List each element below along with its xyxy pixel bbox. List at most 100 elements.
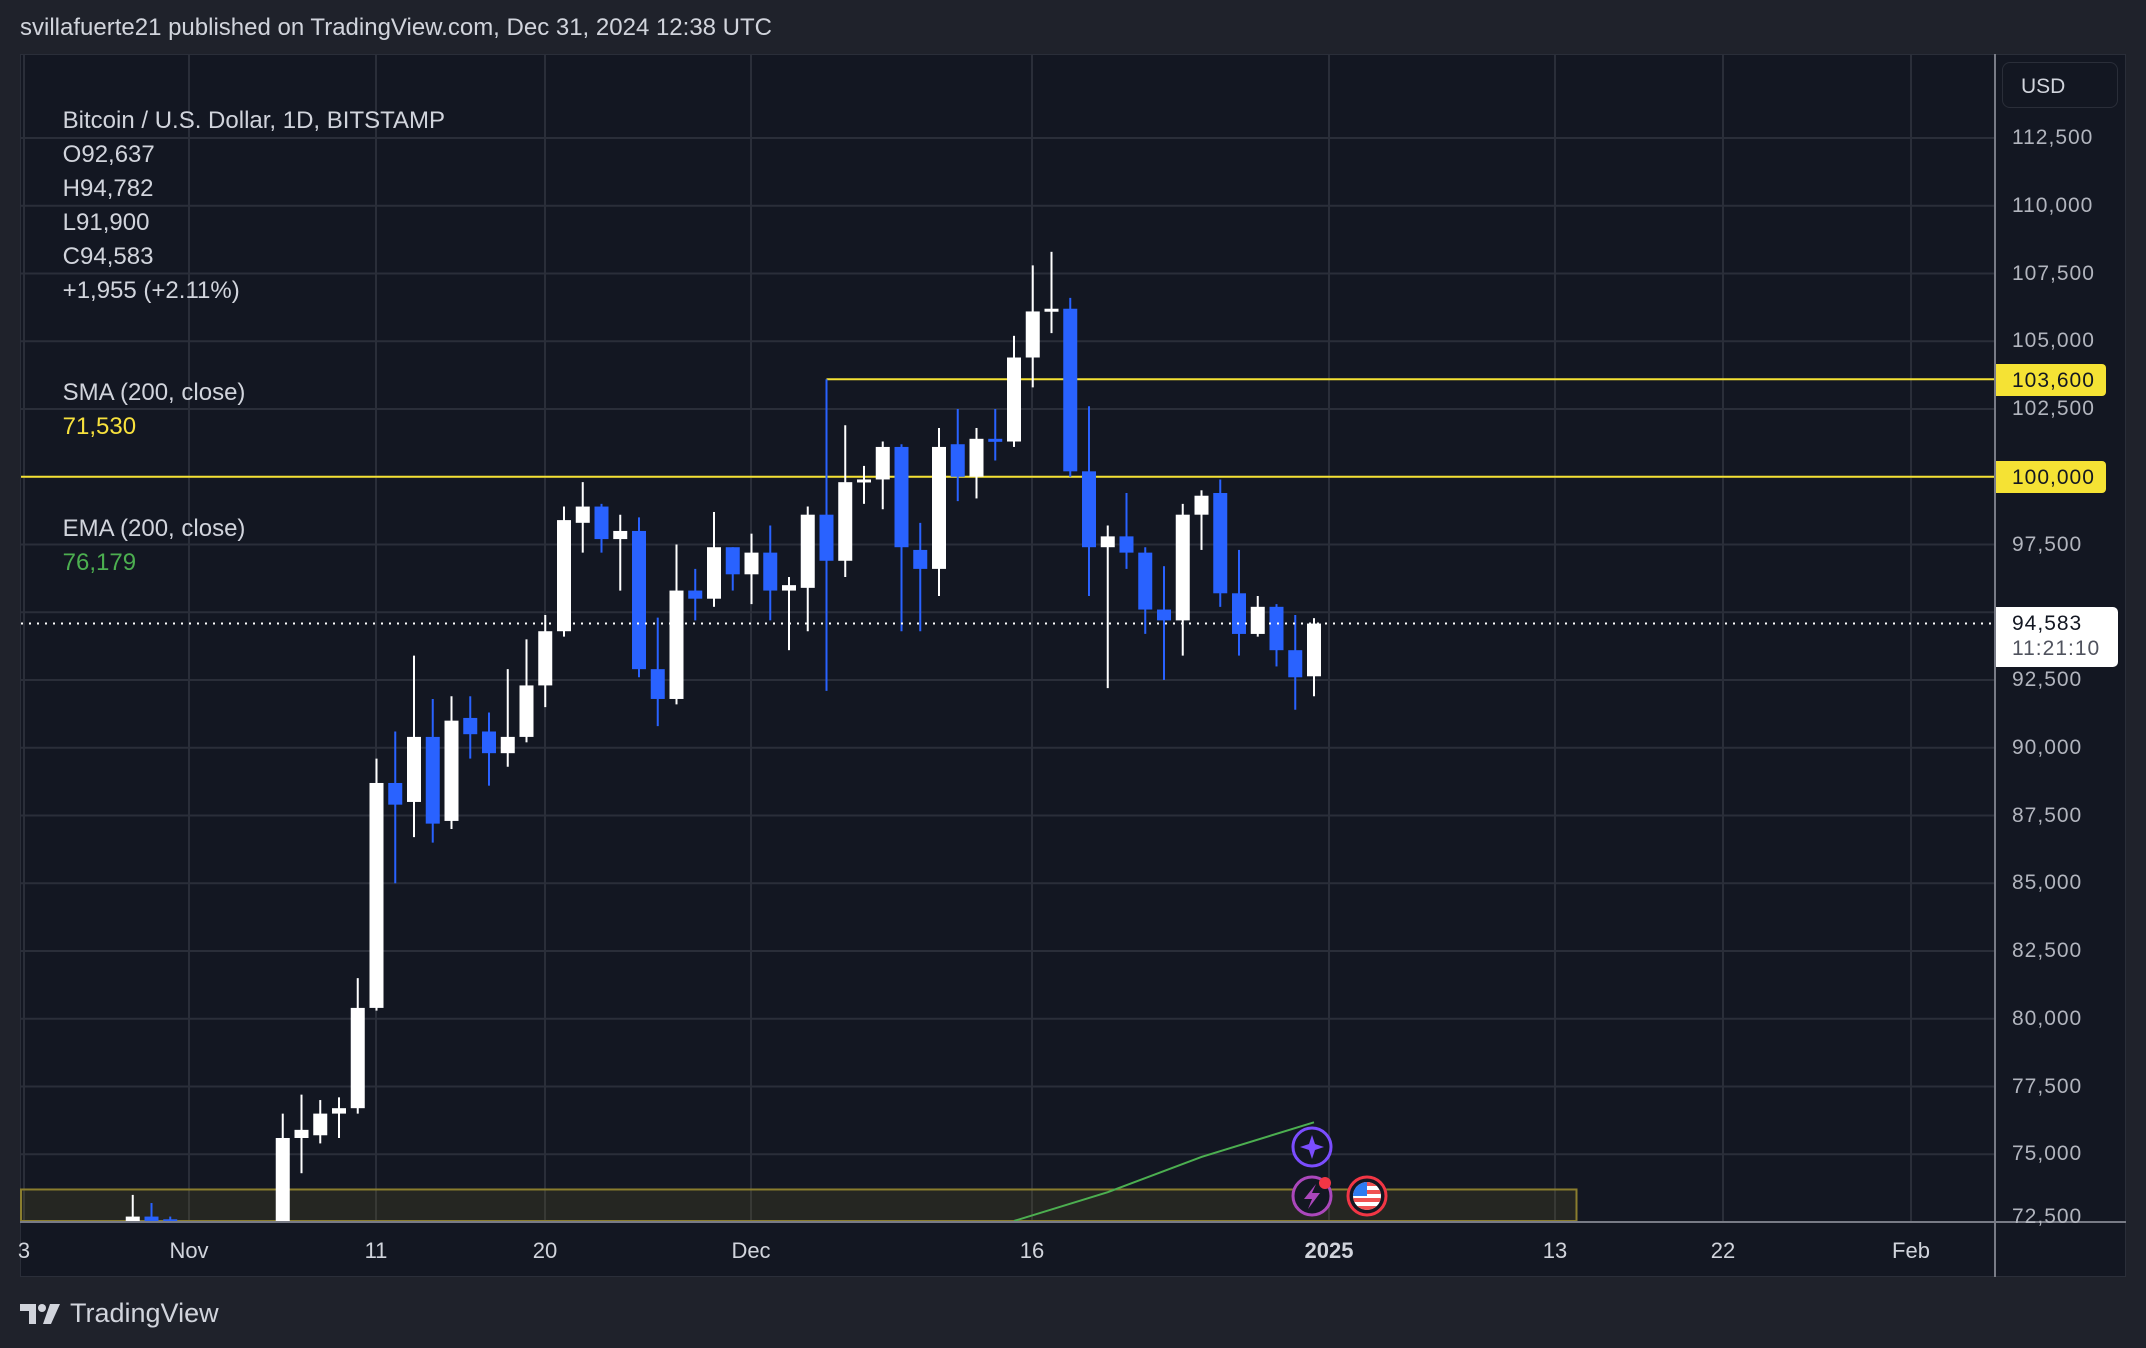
candle (894, 444, 909, 632)
candle (707, 511, 721, 607)
currency-button[interactable]: USD (2002, 62, 2118, 108)
symbol-row[interactable]: Bitcoin / U.S. Dollar, 1D, BITSTAMP O92,… (36, 70, 455, 342)
candle (1044, 251, 1059, 334)
candle (388, 731, 403, 884)
candle (857, 465, 871, 504)
candle (350, 978, 365, 1114)
ohlc-change: +1,955 (+2.11%) (62, 277, 240, 304)
ema-value: 76,179 (62, 549, 137, 576)
candle (932, 427, 946, 596)
candle (1213, 479, 1228, 607)
candles (125, 251, 1321, 1223)
sma-label: SMA (200, close) (62, 379, 246, 406)
candle (1288, 614, 1303, 710)
price-tick: 72,500 (2012, 1205, 2083, 1228)
price-tick: 105,000 (2012, 329, 2095, 353)
tradingview-brand[interactable]: TradingView (20, 1298, 219, 1329)
candle (125, 1194, 140, 1221)
candle (294, 1094, 309, 1174)
level-label-103600: 103,600 (1996, 364, 2106, 396)
price-tick: 85,000 (2012, 871, 2083, 895)
candle (275, 1113, 290, 1221)
time-tick: Dec (731, 1238, 771, 1263)
candle (1157, 566, 1171, 680)
candle (725, 547, 740, 591)
candle (575, 482, 590, 553)
price-tick: 107,500 (2012, 261, 2095, 285)
price-tick: 112,500 (2012, 126, 2094, 149)
price-tick: 80,000 (2012, 1006, 2083, 1030)
candle (1307, 618, 1321, 697)
candle (482, 712, 496, 786)
candle (950, 409, 965, 502)
candle (1175, 503, 1190, 656)
published-by-text: svillafuerte21 published on TradingView.… (20, 14, 773, 41)
candle (1100, 525, 1115, 689)
ai-sparkle-icon[interactable] (1291, 1126, 1333, 1168)
symbol-name: Bitcoin / U.S. Dollar, 1D, BITSTAMP (62, 107, 445, 134)
candle (838, 425, 853, 578)
candle (650, 617, 665, 727)
ohlc-open: O92,637 (62, 141, 155, 168)
candle (1232, 549, 1246, 656)
candle (1119, 493, 1134, 569)
candle (1250, 595, 1265, 637)
ohlc-close: C94,583 (62, 243, 154, 270)
ema-label: EMA (200, close) (62, 515, 246, 542)
lightning-event-icon[interactable] (1291, 1175, 1333, 1217)
ema-indicator-row[interactable]: EMA (200, close) 76,179 (36, 478, 455, 614)
candle (332, 1097, 346, 1138)
support-zone[interactable] (20, 1188, 1578, 1222)
candle (463, 696, 478, 759)
time-tick: Feb (1892, 1238, 1930, 1263)
candle (875, 441, 890, 510)
candle (782, 577, 796, 651)
horizontal-levels[interactable] (21, 378, 1994, 478)
candle (407, 655, 421, 838)
last-price-label: 94,583 11:21:10 (1996, 607, 2118, 667)
candle (1269, 604, 1284, 667)
time-tick: 2025 (1304, 1238, 1354, 1263)
sma-indicator-row[interactable]: SMA (200, close) 71,530 (36, 342, 455, 478)
candle (594, 503, 609, 553)
brand-name: TradingView (70, 1298, 219, 1328)
time-tick: Nov (169, 1238, 209, 1263)
chart-legend: Bitcoin / U.S. Dollar, 1D, BITSTAMP O92,… (36, 70, 455, 614)
ohlc-low: L91,900 (62, 209, 150, 236)
time-tick: 16 (1019, 1238, 1045, 1263)
candle (1007, 335, 1021, 447)
candle (819, 379, 834, 691)
candle (613, 514, 628, 591)
candle (163, 1216, 178, 1223)
candle (1063, 297, 1078, 477)
candle (538, 614, 553, 708)
candle (1082, 406, 1096, 596)
candle (1194, 490, 1209, 550)
level-label-100000: 100,000 (1996, 461, 2106, 493)
candle (744, 533, 759, 605)
candle (144, 1203, 159, 1221)
sma-value: 71,530 (62, 413, 137, 440)
us-flag-economic-event-icon[interactable] (1346, 1175, 1388, 1217)
ohlc-high: H94,782 (62, 175, 154, 202)
candle (969, 427, 984, 499)
candle (557, 506, 571, 637)
candle (763, 525, 778, 621)
price-tick: 110,000 (2012, 193, 2094, 217)
candle (444, 696, 459, 830)
price-tick: 97,500 (2012, 532, 2083, 556)
candle (988, 409, 1003, 461)
candle (669, 544, 684, 705)
ema-line (1013, 1121, 1315, 1222)
candle (313, 1100, 328, 1144)
time-tick: 20 (532, 1238, 558, 1263)
time-tick: 13 (1542, 1238, 1568, 1263)
candle (632, 517, 646, 678)
bar-countdown: 11:21:10 (2012, 637, 2101, 660)
tradingview-logo-icon (20, 1303, 60, 1324)
price-tick: 75,000 (2012, 1142, 2083, 1166)
candle (519, 639, 534, 743)
candle (1025, 265, 1040, 388)
candle (369, 758, 384, 1011)
